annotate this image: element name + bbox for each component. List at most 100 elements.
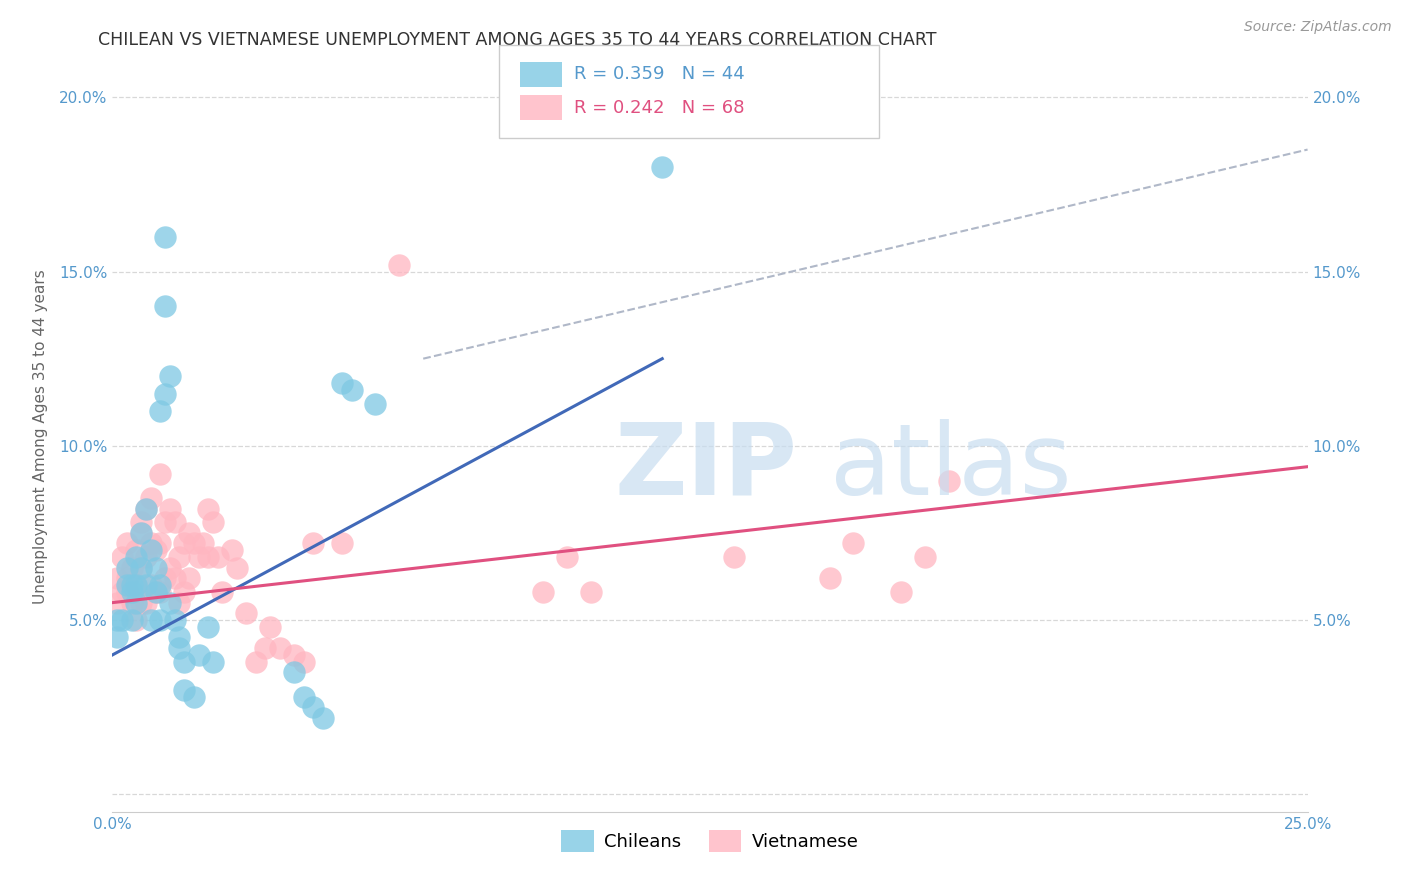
Point — [169, 640, 191, 655]
Point — [163, 571, 186, 585]
Point — [129, 525, 152, 540]
Point — [254, 640, 277, 655]
Point — [135, 578, 157, 592]
Point — [183, 536, 205, 550]
Point — [183, 690, 205, 704]
Point — [197, 550, 219, 565]
Legend: Chileans, Vietnamese: Chileans, Vietnamese — [554, 822, 866, 859]
Point — [115, 536, 138, 550]
Point — [555, 550, 578, 565]
Point — [121, 585, 143, 599]
Point — [135, 550, 157, 565]
Point — [340, 383, 363, 397]
Point — [193, 536, 215, 550]
Point — [149, 585, 172, 599]
Point — [149, 467, 172, 481]
Point — [235, 606, 257, 620]
Point — [135, 596, 157, 610]
Point — [283, 665, 305, 680]
Point — [531, 585, 554, 599]
Point — [651, 160, 673, 174]
Point — [149, 536, 172, 550]
Text: Source: ZipAtlas.com: Source: ZipAtlas.com — [1244, 20, 1392, 34]
Point — [129, 596, 152, 610]
Text: R = 0.242   N = 68: R = 0.242 N = 68 — [574, 99, 744, 117]
Point — [153, 516, 176, 530]
Point — [159, 561, 181, 575]
Point — [187, 550, 209, 565]
Point — [302, 536, 325, 550]
Point — [159, 369, 181, 384]
Point — [169, 550, 191, 565]
Point — [177, 525, 200, 540]
Point — [197, 620, 219, 634]
Point — [139, 578, 162, 592]
Point — [139, 536, 162, 550]
Point — [145, 585, 167, 599]
Point — [125, 550, 148, 565]
Point — [890, 585, 912, 599]
Point — [105, 613, 128, 627]
Point — [259, 620, 281, 634]
Text: ZIP: ZIP — [614, 418, 797, 516]
Point — [302, 700, 325, 714]
Point — [163, 613, 186, 627]
Point — [330, 536, 353, 550]
Point — [197, 501, 219, 516]
Point — [139, 543, 162, 558]
Point — [153, 229, 176, 244]
Point — [292, 690, 315, 704]
Point — [111, 613, 134, 627]
Point — [129, 561, 152, 575]
Point — [115, 578, 138, 592]
Point — [364, 397, 387, 411]
Point — [914, 550, 936, 565]
Point — [129, 561, 152, 575]
Point — [388, 258, 411, 272]
Point — [125, 543, 148, 558]
Point — [145, 561, 167, 575]
Point — [818, 571, 841, 585]
Point — [312, 711, 335, 725]
Y-axis label: Unemployment Among Ages 35 to 44 years: Unemployment Among Ages 35 to 44 years — [34, 269, 48, 605]
Point — [283, 648, 305, 662]
Point — [173, 585, 195, 599]
Point — [105, 596, 128, 610]
Point — [129, 525, 152, 540]
Point — [201, 655, 224, 669]
Point — [121, 613, 143, 627]
Point — [111, 550, 134, 565]
Point — [207, 550, 229, 565]
Point — [201, 516, 224, 530]
Point — [163, 516, 186, 530]
Text: R = 0.359   N = 44: R = 0.359 N = 44 — [574, 65, 744, 83]
Point — [149, 613, 172, 627]
Point — [105, 631, 128, 645]
Point — [723, 550, 745, 565]
Point — [105, 571, 128, 585]
Point — [169, 596, 191, 610]
Text: CHILEAN VS VIETNAMESE UNEMPLOYMENT AMONG AGES 35 TO 44 YEARS CORRELATION CHART: CHILEAN VS VIETNAMESE UNEMPLOYMENT AMONG… — [98, 31, 936, 49]
Point — [330, 376, 353, 390]
Point — [211, 585, 233, 599]
Point — [129, 516, 152, 530]
Point — [842, 536, 865, 550]
Point — [115, 571, 138, 585]
Point — [115, 561, 138, 575]
Point — [125, 578, 148, 592]
Point — [149, 578, 172, 592]
Point — [139, 491, 162, 505]
Point — [938, 474, 960, 488]
Point — [121, 561, 143, 575]
Point — [125, 578, 148, 592]
Point — [145, 585, 167, 599]
Point — [125, 613, 148, 627]
Point — [115, 585, 138, 599]
Point — [159, 501, 181, 516]
Point — [225, 561, 247, 575]
Point — [111, 585, 134, 599]
Point — [187, 648, 209, 662]
Point — [177, 571, 200, 585]
Point — [153, 571, 176, 585]
Point — [121, 578, 143, 592]
